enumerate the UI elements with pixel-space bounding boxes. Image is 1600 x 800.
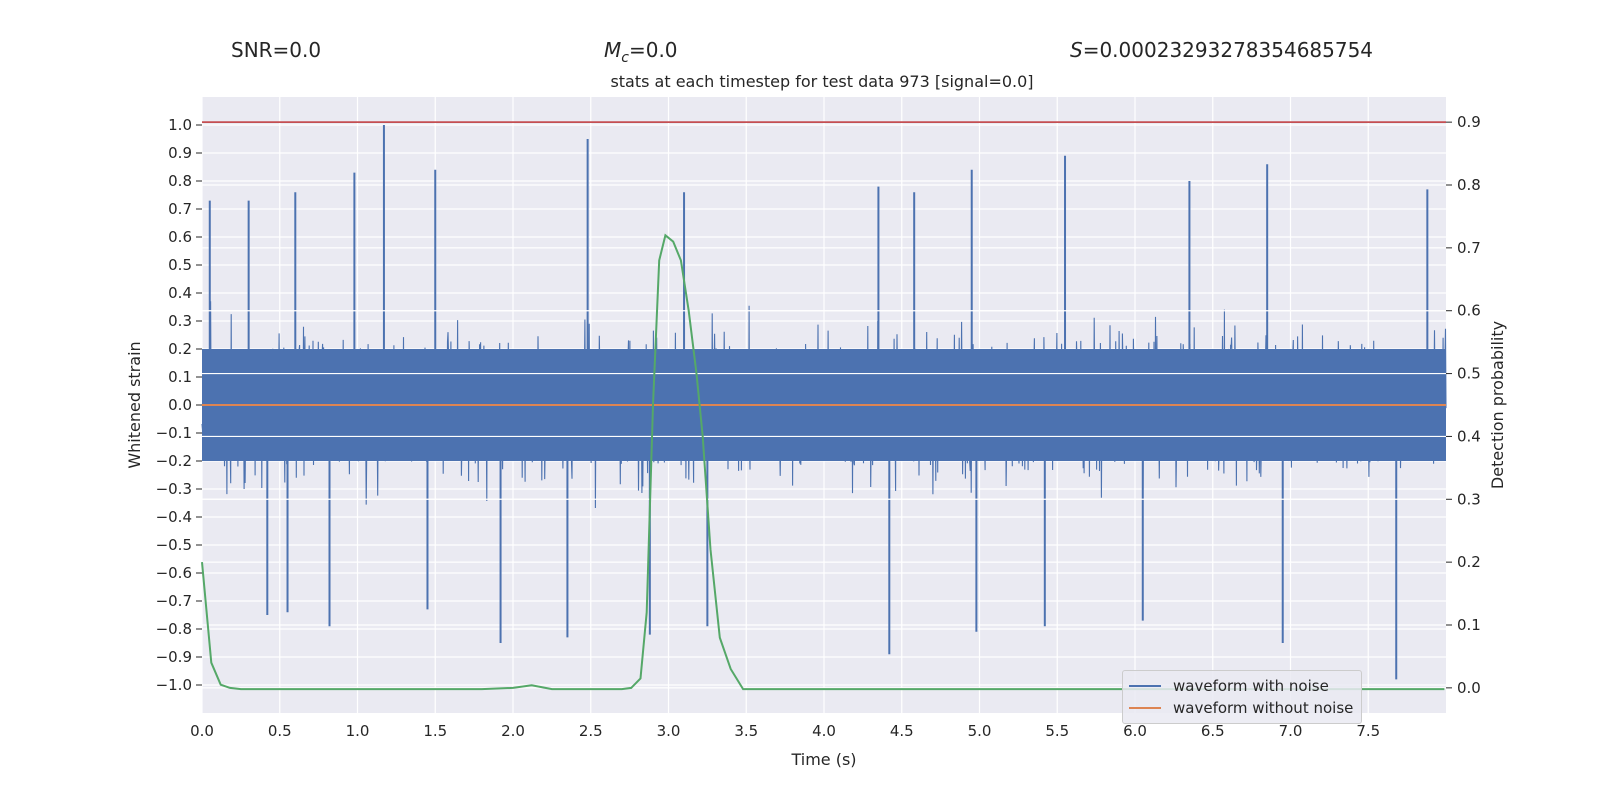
x-tick-label: 1.0 — [346, 722, 370, 740]
legend-item-noise: waveform with noise — [1129, 676, 1329, 696]
legend-label-clean: waveform without noise — [1173, 699, 1354, 717]
s-value: =0.0002329327835468575​4 — [1082, 38, 1374, 62]
y-tick-label-right: 0.2 — [1457, 553, 1481, 571]
left-y-ticks: 1.0 0.9 0.8 0.7 0.6 0.5 0.4 0.3 0.2 0.1 0.0 −0.1 −0.… — [156, 116, 202, 694]
x-tick-label: 6.5 — [1201, 722, 1225, 740]
y-tick-label-left: 0.5 — [168, 256, 192, 274]
chart-title: stats at each timestep for test data 973… — [610, 72, 1034, 91]
x-tick-label: 3.5 — [734, 722, 758, 740]
y-tick-label-left: 0.0 — [168, 396, 192, 414]
right-y-ticks: 0.9 0.8 0.7 0.6 0.5 0.4 0.3 0.2 0.1 0.0 — [1446, 113, 1481, 697]
x-tick-label: 7.5 — [1356, 722, 1380, 740]
y-tick-label-left: 0.6 — [168, 228, 192, 246]
y-axis-label-right: Detection probability — [1488, 321, 1507, 489]
x-tick-label: 6.0 — [1123, 722, 1147, 740]
y-tick-label-left: −0.8 — [156, 620, 192, 638]
y-tick-label-right: 0.3 — [1457, 490, 1481, 508]
legend-label-noise: waveform with noise — [1173, 677, 1329, 695]
y-tick-label-left: 1.0 — [168, 116, 192, 134]
x-tick-label: 0.0 — [190, 722, 214, 740]
y-tick-label-left: 0.3 — [168, 312, 192, 330]
y-tick-label-left: 0.9 — [168, 144, 192, 162]
y-tick-label-left: −0.6 — [156, 564, 192, 582]
y-tick-label-right: 0.6 — [1457, 302, 1481, 320]
stat-snr: SNR=0.0 — [231, 38, 322, 62]
y-tick-label-left: −0.4 — [156, 508, 192, 526]
y-tick-label-left: −0.7 — [156, 592, 192, 610]
s-symbol: S — [1070, 38, 1083, 62]
x-axis-label: Time (s) — [790, 750, 856, 769]
y-tick-label-right: 0.1 — [1457, 616, 1481, 634]
y-tick-label-right: 0.8 — [1457, 176, 1481, 194]
x-tick-label: 2.0 — [501, 722, 525, 740]
y-tick-label-left: 0.2 — [168, 340, 192, 358]
stat-mc: Mc=0.0 — [604, 38, 678, 66]
y-tick-label-right: 0.0 — [1457, 679, 1481, 697]
legend: waveform with noise waveform without noi… — [1122, 670, 1362, 724]
x-tick-label: 7.0 — [1279, 722, 1303, 740]
x-tick-label: 3.0 — [657, 722, 681, 740]
y-tick-label-left: 0.7 — [168, 200, 192, 218]
stat-s: S=0.0002329327835468575​4 — [1070, 38, 1373, 62]
x-tick-label: 4.5 — [890, 722, 914, 740]
legend-swatch-clean — [1129, 707, 1161, 709]
y-tick-label-left: 0.4 — [168, 284, 192, 302]
x-tick-label: 0.5 — [268, 722, 292, 740]
y-tick-label-left: −0.9 — [156, 648, 192, 666]
legend-swatch-noise — [1129, 685, 1161, 687]
x-tick-label: 1.5 — [423, 722, 447, 740]
legend-item-clean: waveform without noise — [1129, 698, 1353, 718]
x-tick-label: 2.5 — [579, 722, 603, 740]
mc-value: =0.0 — [628, 38, 678, 62]
y-tick-label-right: 0.4 — [1457, 427, 1481, 445]
y-tick-label-left: 0.1 — [168, 368, 192, 386]
y-tick-label-left: −1.0 — [156, 676, 192, 694]
y-tick-label-right: 0.9 — [1457, 113, 1481, 131]
x-tick-label: 5.5 — [1045, 722, 1069, 740]
y-tick-label-left: −0.2 — [156, 452, 192, 470]
y-tick-label-right: 0.5 — [1457, 365, 1481, 383]
line-series — [201, 121, 1446, 691]
y-axis-label-left: Whitened strain — [125, 341, 144, 468]
x-ticks: 0.0 0.5 1.0 1.5 2.0 2.5 3.0 3.5 4.0 4.5 5.0 5.5 6.0 6… — [190, 722, 1380, 740]
y-tick-label-left: −0.1 — [156, 424, 192, 442]
y-tick-label-right: 0.7 — [1457, 239, 1481, 257]
mc-symbol: M — [604, 38, 622, 62]
y-tick-label-left: −0.3 — [156, 480, 192, 498]
y-tick-label-left: 0.8 — [168, 172, 192, 190]
x-tick-label: 4.0 — [812, 722, 836, 740]
y-tick-label-left: −0.5 — [156, 536, 192, 554]
x-tick-label: 5.0 — [968, 722, 992, 740]
probability-line — [201, 233, 1445, 691]
mc-subscript: c — [621, 50, 629, 66]
